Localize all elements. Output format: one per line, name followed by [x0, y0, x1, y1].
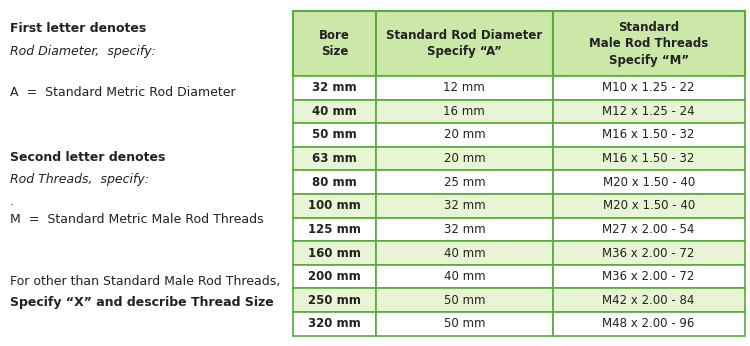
Bar: [553, 265, 745, 289]
Bar: [292, 11, 376, 76]
Text: M12 x 1.25 - 24: M12 x 1.25 - 24: [602, 105, 695, 118]
Text: 50 mm: 50 mm: [443, 294, 485, 307]
Bar: [376, 11, 553, 76]
Bar: [376, 147, 553, 170]
Text: Second letter denotes: Second letter denotes: [10, 151, 165, 164]
Bar: [553, 241, 745, 265]
Text: 20 mm: 20 mm: [443, 152, 485, 165]
Bar: [553, 76, 745, 100]
Text: 32 mm: 32 mm: [443, 199, 485, 212]
Text: For other than Standard Male Rod Threads,: For other than Standard Male Rod Threads…: [10, 275, 280, 288]
Bar: [292, 194, 376, 218]
Text: 20 mm: 20 mm: [443, 128, 485, 142]
Text: 50 mm: 50 mm: [312, 128, 357, 142]
Text: 125 mm: 125 mm: [308, 223, 361, 236]
Bar: [376, 194, 553, 218]
Bar: [376, 170, 553, 194]
Bar: [292, 147, 376, 170]
Text: M48 x 2.00 - 96: M48 x 2.00 - 96: [602, 317, 694, 330]
Bar: [553, 194, 745, 218]
Text: M  =  Standard Metric Male Rod Threads: M = Standard Metric Male Rod Threads: [10, 213, 263, 226]
Text: Rod Threads,  specify:: Rod Threads, specify:: [10, 173, 148, 186]
Text: A  =  Standard Metric Rod Diameter: A = Standard Metric Rod Diameter: [10, 86, 236, 100]
Text: M20 x 1.50 - 40: M20 x 1.50 - 40: [602, 176, 694, 189]
Text: 12 mm: 12 mm: [443, 81, 485, 94]
Bar: [292, 123, 376, 147]
Bar: [553, 312, 745, 336]
Text: M10 x 1.25 - 22: M10 x 1.25 - 22: [602, 81, 695, 94]
Text: M36 x 2.00 - 72: M36 x 2.00 - 72: [602, 270, 694, 283]
Bar: [292, 76, 376, 100]
Bar: [292, 265, 376, 289]
Bar: [376, 100, 553, 123]
Bar: [553, 100, 745, 123]
Bar: [376, 76, 553, 100]
Text: Standard
Male Rod Threads
Specify “M”: Standard Male Rod Threads Specify “M”: [589, 20, 708, 66]
Bar: [292, 218, 376, 241]
Text: M36 x 2.00 - 72: M36 x 2.00 - 72: [602, 246, 694, 260]
Bar: [553, 147, 745, 170]
Bar: [553, 123, 745, 147]
Bar: [553, 289, 745, 312]
Text: 25 mm: 25 mm: [443, 176, 485, 189]
Text: 40 mm: 40 mm: [443, 270, 485, 283]
Text: 320 mm: 320 mm: [308, 317, 361, 330]
Text: Rod Diameter,  specify:: Rod Diameter, specify:: [10, 45, 156, 58]
Text: M16 x 1.50 - 32: M16 x 1.50 - 32: [602, 152, 694, 165]
Text: 40 mm: 40 mm: [443, 246, 485, 260]
Bar: [553, 11, 745, 76]
Text: 16 mm: 16 mm: [443, 105, 485, 118]
Bar: [376, 123, 553, 147]
Bar: [292, 100, 376, 123]
Bar: [376, 218, 553, 241]
Bar: [553, 218, 745, 241]
Text: 200 mm: 200 mm: [308, 270, 361, 283]
Text: 80 mm: 80 mm: [312, 176, 357, 189]
Text: .: .: [10, 195, 14, 209]
Text: Standard Rod Diameter
Specify “A”: Standard Rod Diameter Specify “A”: [386, 29, 542, 58]
Text: M42 x 2.00 - 84: M42 x 2.00 - 84: [602, 294, 694, 307]
Text: 63 mm: 63 mm: [312, 152, 357, 165]
Bar: [292, 170, 376, 194]
Bar: [376, 265, 553, 289]
Text: First letter denotes: First letter denotes: [10, 22, 146, 36]
Bar: [376, 312, 553, 336]
Bar: [292, 241, 376, 265]
Text: M16 x 1.50 - 32: M16 x 1.50 - 32: [602, 128, 694, 142]
Text: 250 mm: 250 mm: [308, 294, 361, 307]
Text: 50 mm: 50 mm: [443, 317, 485, 330]
Text: M20 x 1.50 - 40: M20 x 1.50 - 40: [602, 199, 694, 212]
Text: 100 mm: 100 mm: [308, 199, 361, 212]
Text: 160 mm: 160 mm: [308, 246, 361, 260]
Text: Specify “X” and describe Thread Size: Specify “X” and describe Thread Size: [10, 296, 274, 309]
Bar: [376, 289, 553, 312]
Bar: [553, 170, 745, 194]
Text: 40 mm: 40 mm: [312, 105, 357, 118]
Bar: [292, 289, 376, 312]
Text: Bore
Size: Bore Size: [319, 29, 350, 58]
Text: 32 mm: 32 mm: [443, 223, 485, 236]
Bar: [376, 241, 553, 265]
Text: 32 mm: 32 mm: [312, 81, 357, 94]
Bar: [292, 312, 376, 336]
Text: M27 x 2.00 - 54: M27 x 2.00 - 54: [602, 223, 694, 236]
